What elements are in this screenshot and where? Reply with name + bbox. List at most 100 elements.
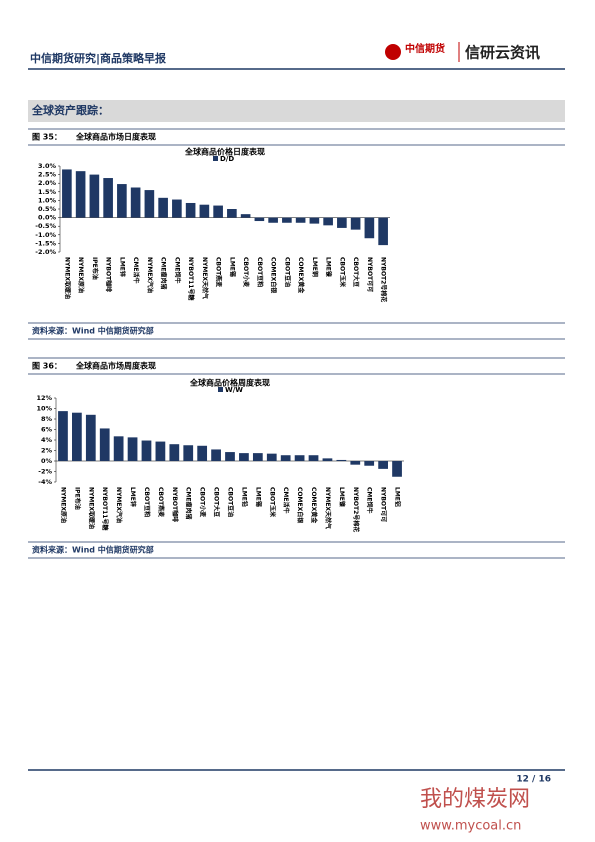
x-tick-label: NYMEX原油: [59, 487, 67, 523]
x-tick-label: CBOT豆粕: [143, 487, 151, 517]
x-tick-label: COMEX黄金: [310, 487, 318, 524]
bar: [266, 453, 277, 461]
brand: 信研云资讯: [465, 44, 540, 62]
header-title: 中信期货研究|商品策略早报: [30, 51, 167, 65]
x-tick-label: CBOT燕麦: [157, 487, 165, 518]
bar: [211, 449, 221, 461]
x-tick-label: CME饲牛: [173, 257, 181, 283]
bar: [169, 444, 180, 461]
x-tick-label: CBOT豆油: [227, 487, 235, 517]
bar: [127, 437, 138, 461]
page-number: 12 / 16: [516, 775, 551, 785]
x-tick-label: LME铅: [240, 487, 248, 507]
x-tick-label: LME镍: [338, 487, 346, 507]
bar: [350, 217, 361, 230]
bar: [103, 178, 113, 218]
x-tick-label: CBOT燕麦: [215, 257, 223, 288]
figure-caption: 全球商品市场日度表现: [75, 132, 156, 142]
bar: [323, 217, 333, 226]
x-tick-label: LME锌: [118, 257, 126, 277]
x-tick-label: NYBOT2号棉花: [380, 257, 388, 302]
x-tick-label: COMEX白银: [270, 257, 278, 293]
x-tick-label: NYMEX取暖油: [63, 257, 71, 299]
y-tick-label: 1.0%: [38, 196, 57, 204]
legend-swatch: [213, 156, 218, 161]
chart-title: 全球商品价格周度表现: [189, 378, 270, 388]
x-tick-label: CBOT小麦: [242, 257, 250, 288]
bar: [350, 461, 361, 465]
bar: [75, 171, 86, 218]
y-tick-label: -1.0%: [35, 231, 56, 239]
x-tick-label: IPE布油: [73, 487, 81, 510]
bar: [99, 428, 110, 461]
y-tick-label: 3.0%: [38, 162, 57, 170]
bar: [199, 204, 210, 218]
bar: [322, 458, 333, 461]
x-tick-label: NYBOT11号糖: [101, 487, 109, 530]
bar: [144, 190, 155, 218]
x-tick-label: CBOT大豆: [352, 257, 360, 287]
bar: [155, 441, 166, 461]
y-tick-label: 6%: [41, 426, 53, 434]
bar: [172, 199, 182, 218]
bar: [240, 214, 251, 218]
y-tick-label: -2%: [38, 468, 52, 476]
x-tick-label: NYBOT可可: [366, 257, 373, 292]
watermark: 我的煤炭网: [420, 787, 530, 812]
x-tick-label: LME锡: [254, 487, 262, 507]
logo-text: 中信期货: [405, 42, 445, 55]
y-tick-label: 12%: [36, 394, 52, 402]
x-tick-label: NYMEX天然气: [201, 257, 209, 299]
x-tick-label: CME瘦肉猪: [160, 257, 168, 289]
bar: [392, 461, 402, 477]
x-tick-label: NYMEX汽油: [146, 257, 154, 293]
bar: [294, 455, 305, 461]
bar: [239, 453, 249, 461]
bar: [252, 453, 263, 461]
x-tick-label: CME活牛: [132, 257, 140, 283]
bar: [117, 184, 127, 218]
x-tick-label: NYBOT咖啡: [105, 257, 113, 292]
bar: [364, 461, 375, 466]
y-tick-label: 4%: [41, 436, 53, 444]
x-tick-label: NYBOT可可: [380, 487, 387, 522]
figure-number: 图 36：: [32, 362, 62, 371]
x-tick-label: NYBOT11号糖: [187, 257, 195, 300]
bar: [364, 217, 375, 239]
bar: [197, 445, 208, 461]
bar: [336, 459, 347, 461]
y-tick-label: 0.5%: [38, 205, 57, 213]
bar: [72, 412, 82, 461]
x-tick-label: CBOT玉米: [268, 487, 276, 517]
section-title: 全球资产跟踪：: [31, 103, 109, 117]
section-bar: [28, 100, 565, 122]
source: 资料来源：Wind 中信期货研究部: [32, 545, 154, 555]
x-tick-label: NYMEX汽油: [115, 487, 123, 523]
bar: [85, 414, 96, 461]
bar: [378, 461, 388, 469]
bar: [378, 217, 388, 246]
y-tick-label: -4%: [38, 478, 52, 486]
x-tick-label: NYMEX天然气: [324, 487, 332, 529]
bar: [183, 445, 194, 461]
x-tick-label: NYMEX原油: [77, 257, 85, 293]
legend-label: D/D: [220, 155, 234, 163]
x-tick-label: COMEX黄金: [297, 257, 305, 294]
x-tick-label: LME铜: [311, 257, 319, 277]
x-tick-label: LME锌: [129, 487, 137, 507]
source: 资料来源：Wind 中信期货研究部: [32, 326, 154, 336]
bar: [213, 205, 223, 218]
bar: [185, 202, 196, 218]
bar: [130, 187, 141, 218]
x-tick-label: CBOT豆粕: [256, 257, 264, 287]
x-tick-label: IPE布油: [91, 257, 99, 280]
x-tick-label: CBOT玉米: [338, 257, 346, 287]
legend-swatch: [218, 387, 223, 392]
bar: [158, 197, 168, 218]
x-tick-label: NYMEX取暖油: [87, 487, 95, 529]
x-tick-label: CBOT豆油: [283, 257, 291, 287]
y-tick-label: 1.5%: [38, 188, 57, 196]
bar: [141, 440, 152, 461]
